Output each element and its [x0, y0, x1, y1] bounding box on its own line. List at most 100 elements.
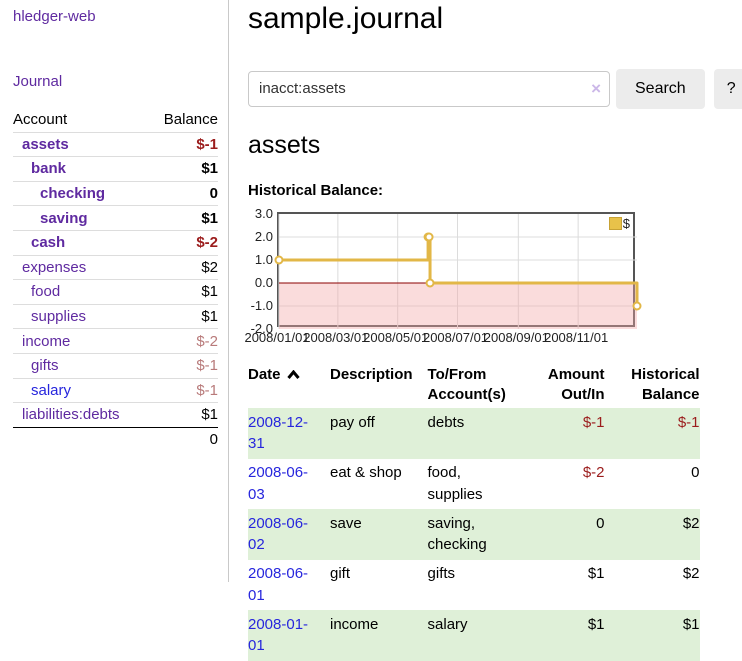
account-link[interactable]: liabilities:debts: [22, 406, 120, 424]
account-row: checking 0: [13, 180, 218, 206]
chart-heading: Historical Balance:: [248, 181, 384, 199]
transaction-amount-cell: 0: [596, 514, 605, 532]
transaction-row: 2008-12-31 pay off debts $-1 $-1: [248, 408, 700, 459]
transaction-row: 2008-01-01 income salary $1 $1: [248, 610, 700, 661]
col-header-amount-out-in: Amount Out/In: [533, 362, 605, 409]
transaction-accounts-cell: gifts: [427, 565, 456, 582]
sidebar-item-journal[interactable]: Journal: [13, 73, 63, 90]
transaction-row: 2008-06-01 gift gifts $1 $2: [248, 560, 700, 611]
transaction-amount-cell: $1: [587, 615, 605, 633]
transaction-amount-cell: $-2: [582, 464, 605, 481]
transaction-date-link[interactable]: 2008-06-03: [248, 464, 309, 503]
legend-label: $: [622, 215, 630, 231]
account-column-header: Account: [13, 110, 68, 128]
transaction-date-cell: 2008-06-01: [248, 560, 330, 611]
transaction-balance-cell: $2: [682, 565, 700, 582]
app-layout: hledger-web Journal Account Balance asse…: [13, 0, 742, 661]
account-balance: $1: [201, 160, 218, 178]
page-title: sample.journal: [248, 2, 444, 35]
chart-plot-area: $: [274, 211, 642, 329]
col-header-label: Date: [248, 365, 281, 383]
sort-ascending-chevron-up-icon: [286, 369, 300, 379]
y-tick-label: 2.0: [254, 228, 273, 244]
accounts-table-header: Account Balance: [13, 107, 218, 132]
transaction-date-cell: 2008-06-02: [248, 509, 330, 560]
transaction-amount-cell: $1: [587, 565, 605, 582]
accounts-rows: assets $-1 bank $1 checking 0 saving $1 cash $-2 e…: [13, 131, 218, 427]
transaction-date-link[interactable]: 2008-12-31: [248, 413, 309, 453]
account-balance: $2: [201, 258, 218, 276]
account-row: expenses $2: [13, 254, 218, 280]
register-table-head: Date Description To/From Account(s) Amount …: [248, 362, 700, 409]
col-header-label: Description: [330, 365, 413, 383]
account-balance: $-1: [196, 381, 218, 399]
account-link[interactable]: gifts: [31, 357, 59, 375]
transaction-description-cell: income: [330, 615, 379, 633]
transaction-accounts-cell: saving, checking: [427, 514, 487, 554]
accounts-total-value: 0: [209, 431, 218, 449]
transaction-row: 2008-06-03 eat & shop food, supplies $-2 0: [248, 459, 700, 510]
account-balance: $-2: [196, 332, 218, 350]
col-header-label: Historical Balance: [631, 365, 700, 403]
app-brand-link[interactable]: hledger-web: [13, 8, 96, 25]
y-tick-label: 0.0: [254, 274, 273, 290]
account-row: liabilities:debts $1: [13, 402, 218, 427]
accounts-table: Account Balance assets $-1 bank $1 checking 0…: [13, 107, 218, 451]
clear-search-icon[interactable]: ×: [591, 78, 601, 98]
account-link[interactable]: food: [31, 283, 61, 301]
account-link[interactable]: salary: [31, 381, 72, 399]
transaction-date-link[interactable]: 2008-01-01: [248, 615, 309, 655]
account-balance: $-2: [196, 234, 218, 252]
transaction-description-cell: gift: [330, 565, 351, 582]
account-link[interactable]: assets: [22, 135, 69, 153]
historical-balance-chart: $ 2008/01/01 2008/03/01 2008/05/01 2008/07/…: [244, 206, 642, 346]
account-row: income $-2: [13, 328, 218, 353]
x-tick-label: 2008/03/01: [303, 329, 369, 345]
transaction-row: 2008-06-02 save saving, checking 0 $2: [248, 509, 700, 560]
search-box: ×: [248, 70, 610, 107]
transaction-date-link[interactable]: 2008-06-01: [248, 565, 309, 604]
transaction-accounts-cell: food, supplies: [427, 464, 483, 503]
transaction-balance-cell: $2: [682, 514, 700, 532]
main-content: sample.journal × Search ? assets Histori…: [229, 0, 742, 661]
account-link[interactable]: bank: [31, 160, 67, 178]
account-balance: $1: [201, 406, 218, 424]
transaction-balance-cell: $1: [682, 615, 700, 633]
search-form: × Search ?: [248, 68, 742, 109]
account-balance: $-1: [196, 357, 218, 375]
account-row: supplies $1: [13, 303, 218, 329]
x-tick-label: 2008/11/01: [544, 329, 609, 345]
transaction-description-cell: eat & shop: [330, 464, 402, 481]
help-button[interactable]: ?: [713, 68, 742, 109]
transaction-description-cell: save: [330, 514, 362, 532]
transaction-balance-cell: $-1: [677, 413, 700, 431]
x-tick-label: 2008/01/01: [244, 329, 310, 345]
account-row: food $1: [13, 279, 218, 304]
account-link[interactable]: cash: [31, 234, 66, 252]
register-table-body: 2008-12-31 pay off debts $-1 $-1 2008-06-03 ea…: [248, 408, 700, 661]
col-header-to-from-account-s: To/From Account(s): [428, 362, 533, 409]
y-tick-label: -2.0: [250, 320, 273, 336]
y-tick-label: -1.0: [250, 297, 273, 313]
transaction-date-cell: 2008-06-03: [248, 459, 330, 510]
account-link[interactable]: supplies: [31, 308, 87, 326]
search-button[interactable]: Search: [616, 68, 705, 109]
transaction-date-link[interactable]: 2008-06-02: [248, 514, 309, 554]
col-header-label: To/From Account(s): [427, 365, 506, 403]
transaction-accounts-cell: salary: [427, 615, 468, 633]
col-header-date[interactable]: Date: [248, 362, 330, 409]
account-link[interactable]: income: [22, 332, 71, 350]
transaction-amount-cell: $-1: [582, 413, 605, 431]
chart-canvas: [274, 213, 642, 329]
account-heading: assets: [248, 130, 321, 159]
account-link[interactable]: expenses: [22, 258, 87, 276]
account-row: gifts $-1: [13, 352, 218, 378]
account-link[interactable]: checking: [40, 185, 106, 203]
account-balance: $1: [201, 283, 218, 301]
account-row: saving $1: [13, 205, 218, 230]
search-input[interactable]: [248, 70, 610, 107]
account-link[interactable]: saving: [40, 209, 88, 227]
transaction-balance-cell: 0: [691, 464, 700, 481]
account-row: salary $-1: [13, 377, 218, 403]
accounts-total-row: 0: [13, 426, 218, 452]
